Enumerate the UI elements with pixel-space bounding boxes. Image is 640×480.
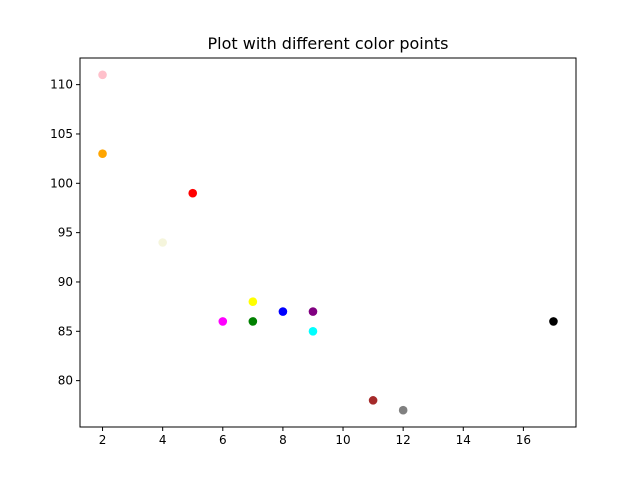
x-tick-label: 16: [516, 433, 531, 447]
data-point: [248, 317, 258, 326]
data-point: [158, 238, 167, 247]
data-point: [368, 396, 378, 405]
data-points: [98, 70, 558, 415]
x-tick-label: 6: [219, 433, 227, 447]
plot-area-frame: [79, 57, 577, 428]
y-tick-label: 105: [50, 127, 73, 141]
y-tick-label: 100: [50, 176, 73, 190]
x-tick-label: 12: [396, 433, 411, 447]
data-point: [549, 317, 558, 326]
y-tick-label: 80: [58, 374, 73, 388]
data-point: [248, 297, 258, 306]
data-point: [398, 405, 408, 415]
y-tick-label: 85: [58, 324, 73, 338]
y-tick-label: 90: [58, 275, 73, 289]
x-tick-label: 10: [335, 433, 350, 447]
data-point: [278, 307, 288, 316]
x-tick-label: 2: [99, 433, 107, 447]
data-point: [218, 317, 228, 326]
axes: 2 4 6 8 10 12 14 16 80 85 90 95 100 105 110: [50, 78, 531, 447]
data-point: [98, 70, 107, 80]
x-tick-label: 14: [456, 433, 471, 447]
data-point: [98, 149, 107, 159]
chart-title: Plot with different color points: [208, 34, 449, 53]
y-tick-label: 95: [58, 226, 73, 240]
y-tick-label: 110: [50, 78, 73, 92]
data-point: [308, 326, 318, 336]
data-point: [188, 188, 198, 198]
x-tick-label: 4: [159, 433, 167, 447]
x-tick-label: 8: [279, 433, 287, 447]
data-point: [308, 307, 318, 316]
